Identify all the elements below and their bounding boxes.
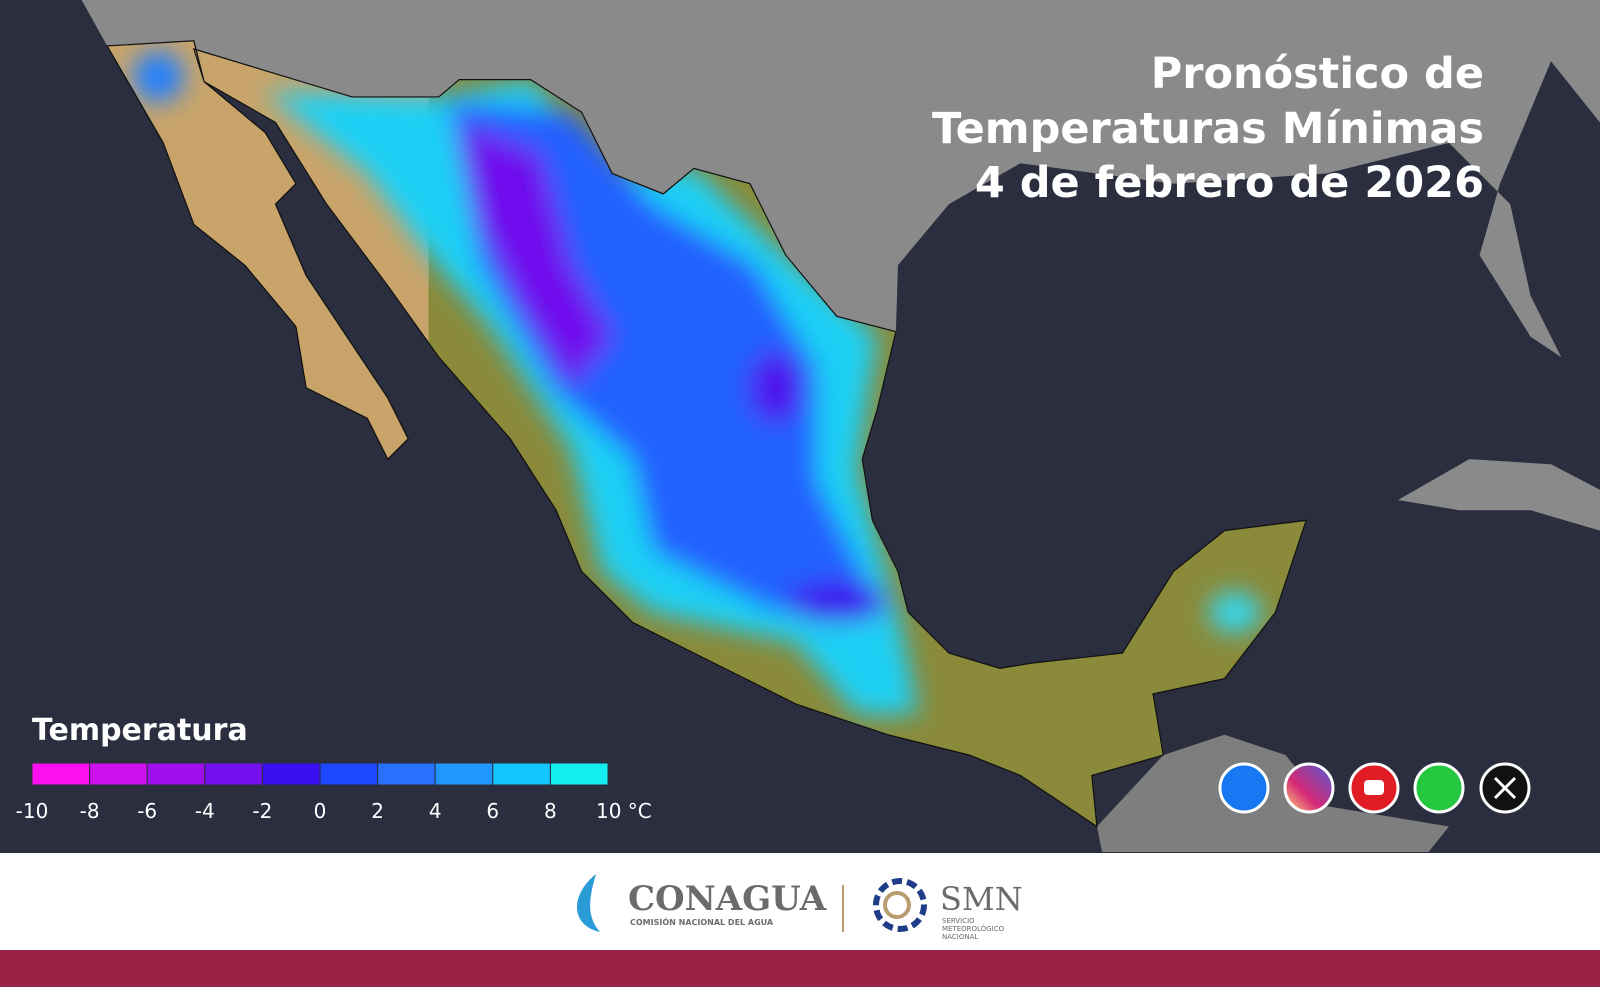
footer: [0, 853, 1600, 950]
whatsapp-icon[interactable]: [1413, 762, 1465, 814]
facebook-icon[interactable]: [1218, 762, 1270, 814]
smn-logo: [883, 891, 911, 919]
smn-subtitle: NACIONAL: [942, 933, 978, 941]
legend-label: 6: [486, 799, 499, 823]
legend-swatch: [204, 762, 263, 786]
legend-swatch: [434, 762, 494, 786]
smn-subtitle: METEOROLÓGICO: [942, 924, 1005, 933]
legend-swatch: [549, 762, 609, 786]
conagua-name: CONAGUA: [628, 879, 827, 919]
legend-swatch: [492, 762, 551, 786]
usa-land: [81, 0, 1600, 358]
legend-label: -6: [137, 799, 157, 823]
temp-zone: [1209, 591, 1261, 633]
temp-zone: [132, 51, 184, 103]
legend-label: 0: [314, 799, 327, 823]
conagua-logo: [576, 874, 600, 932]
temp-zone: [459, 122, 613, 388]
legend-label: -4: [195, 799, 215, 823]
title-line: Temperaturas Mínimas: [932, 104, 1484, 154]
legend-label: 8: [544, 799, 557, 823]
footer-bar: [0, 950, 1600, 987]
legend-swatch: [319, 762, 379, 786]
youtube-glyph: [1364, 780, 1384, 795]
smn-subtitle: SERVICIO: [942, 917, 975, 925]
title-line: Pronóstico de: [1151, 49, 1484, 99]
legend-swatch: [146, 762, 206, 786]
central-america-land: [1096, 734, 1449, 853]
legend-label: 2: [371, 799, 384, 823]
legend-swatch: [31, 762, 91, 786]
title-line: 4 de febrero de 2026: [975, 158, 1484, 208]
x-glyph: [1493, 776, 1517, 800]
legend-label: -8: [80, 799, 100, 823]
legend: -10 -8 -6 -4 -2 0 2 4 6 8 10 °C: [16, 762, 652, 823]
legend-label: 10 °C: [596, 799, 652, 823]
legend-swatch: [89, 762, 148, 786]
legend-label: 4: [429, 799, 442, 823]
social-icons: [1218, 762, 1531, 814]
temp-zone: [785, 581, 888, 623]
smn-name: SMN: [940, 880, 1023, 918]
legend-swatch: [261, 762, 321, 786]
conagua-subtitle: COMISIÓN NACIONAL DEL AGUA: [630, 916, 774, 927]
legend-swatch: [377, 762, 436, 786]
cuba-land: [1397, 459, 1600, 531]
legend-label: -10: [16, 799, 49, 823]
instagram-icon[interactable]: [1283, 762, 1335, 814]
legend-label: -2: [252, 799, 272, 823]
smn-logo: [873, 878, 927, 932]
temp-zone: [749, 352, 802, 424]
legend-title: Temperatura: [32, 713, 248, 748]
